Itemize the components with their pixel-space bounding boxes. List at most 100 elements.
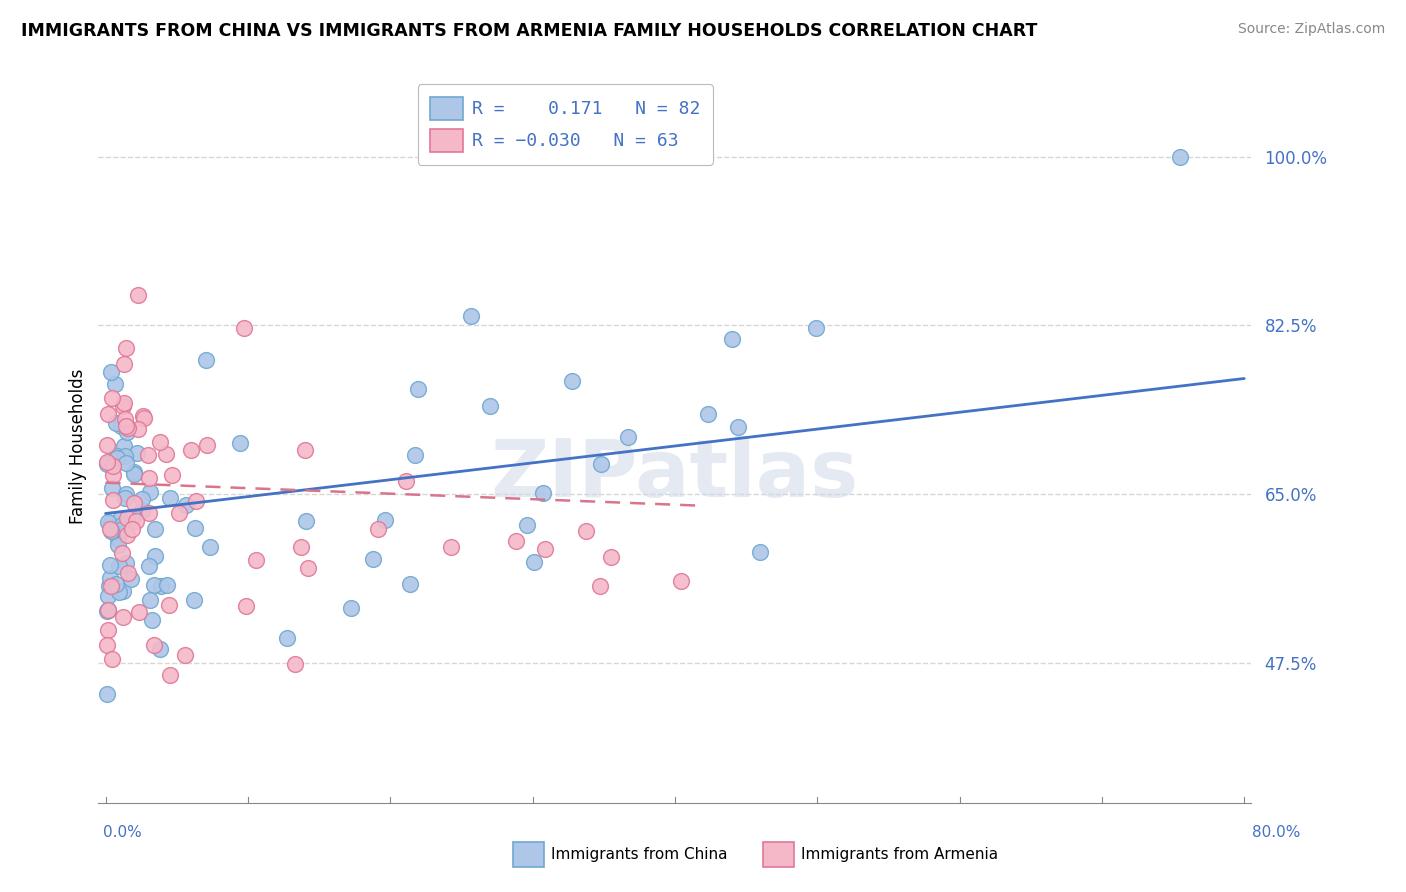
Point bbox=[588, 579, 610, 593]
Point bbox=[97, 516, 120, 530]
Point bbox=[122, 496, 145, 510]
Point bbox=[115, 421, 138, 435]
Point bbox=[114, 396, 136, 410]
Point bbox=[149, 434, 172, 449]
Point bbox=[112, 438, 135, 452]
Point bbox=[294, 442, 316, 457]
Point bbox=[96, 638, 118, 652]
Point bbox=[235, 599, 257, 613]
Point bbox=[111, 522, 134, 536]
Point bbox=[108, 512, 131, 526]
Point bbox=[727, 419, 749, 434]
Text: 0.0%: 0.0% bbox=[103, 825, 142, 839]
Point bbox=[100, 558, 122, 572]
Point bbox=[114, 411, 136, 425]
Point bbox=[132, 409, 155, 423]
Point bbox=[721, 332, 744, 346]
Point bbox=[575, 524, 598, 538]
Point bbox=[101, 524, 124, 538]
Point bbox=[125, 514, 148, 528]
Point bbox=[122, 508, 145, 523]
Point bbox=[149, 641, 172, 656]
Point bbox=[138, 592, 160, 607]
Point bbox=[120, 572, 142, 586]
Text: Source: ZipAtlas.com: Source: ZipAtlas.com bbox=[1237, 22, 1385, 37]
Point bbox=[127, 446, 149, 460]
Point bbox=[114, 450, 136, 464]
Point bbox=[295, 514, 318, 528]
Point bbox=[138, 471, 160, 485]
Point bbox=[395, 474, 418, 488]
Point bbox=[1168, 150, 1191, 164]
Legend: R =    0.171   N = 82, R = −0.030   N = 63: R = 0.171 N = 82, R = −0.030 N = 63 bbox=[418, 84, 713, 165]
Point bbox=[115, 425, 138, 439]
Point bbox=[100, 522, 122, 536]
Point bbox=[107, 537, 129, 551]
Point bbox=[107, 532, 129, 546]
Point bbox=[806, 321, 828, 335]
Point bbox=[155, 447, 177, 461]
Point bbox=[505, 533, 527, 548]
Point bbox=[534, 542, 557, 557]
Point bbox=[100, 524, 122, 539]
Point bbox=[367, 522, 389, 536]
Point bbox=[156, 578, 179, 592]
Point bbox=[115, 487, 138, 501]
Point bbox=[127, 422, 149, 436]
Point bbox=[127, 288, 149, 302]
Point bbox=[97, 623, 120, 637]
Y-axis label: Family Households: Family Households bbox=[69, 368, 87, 524]
Point bbox=[523, 556, 546, 570]
Point bbox=[174, 498, 197, 512]
Text: ZIPatlas: ZIPatlas bbox=[491, 435, 859, 514]
Point bbox=[96, 687, 118, 701]
Point bbox=[110, 546, 132, 560]
Point bbox=[340, 600, 363, 615]
Point bbox=[138, 559, 160, 574]
Point bbox=[460, 309, 482, 323]
Point bbox=[96, 604, 118, 618]
Point bbox=[145, 549, 167, 563]
Point bbox=[200, 540, 222, 554]
Point bbox=[112, 357, 135, 371]
Point bbox=[128, 605, 150, 619]
Point bbox=[162, 467, 184, 482]
Point bbox=[561, 374, 583, 388]
Point bbox=[440, 540, 463, 554]
Point bbox=[669, 574, 692, 589]
Point bbox=[141, 613, 163, 627]
Point bbox=[516, 518, 538, 533]
Text: Immigrants from Armenia: Immigrants from Armenia bbox=[801, 847, 998, 862]
Point bbox=[101, 468, 124, 483]
Point bbox=[97, 603, 120, 617]
Point bbox=[115, 341, 138, 355]
Point bbox=[232, 321, 254, 335]
Point bbox=[184, 521, 207, 535]
Point bbox=[138, 506, 160, 520]
Point bbox=[195, 437, 218, 451]
Point bbox=[114, 491, 136, 505]
Point bbox=[111, 518, 134, 533]
Point bbox=[111, 399, 134, 413]
Point bbox=[143, 578, 166, 592]
Point bbox=[363, 552, 385, 566]
Point bbox=[111, 584, 134, 599]
Point bbox=[139, 485, 162, 500]
Point bbox=[479, 399, 502, 413]
Point bbox=[101, 493, 124, 508]
Point bbox=[97, 603, 120, 617]
Point bbox=[157, 598, 180, 612]
Point bbox=[115, 511, 138, 525]
Point bbox=[98, 571, 121, 585]
Point bbox=[131, 503, 153, 517]
Point bbox=[105, 577, 128, 591]
Point bbox=[105, 450, 128, 464]
Point bbox=[100, 579, 122, 593]
Point bbox=[101, 391, 124, 405]
Point bbox=[374, 513, 396, 527]
Point bbox=[276, 631, 298, 645]
Text: 80.0%: 80.0% bbox=[1253, 825, 1301, 839]
Point bbox=[284, 657, 307, 671]
Point bbox=[97, 578, 120, 592]
Point bbox=[531, 486, 554, 500]
